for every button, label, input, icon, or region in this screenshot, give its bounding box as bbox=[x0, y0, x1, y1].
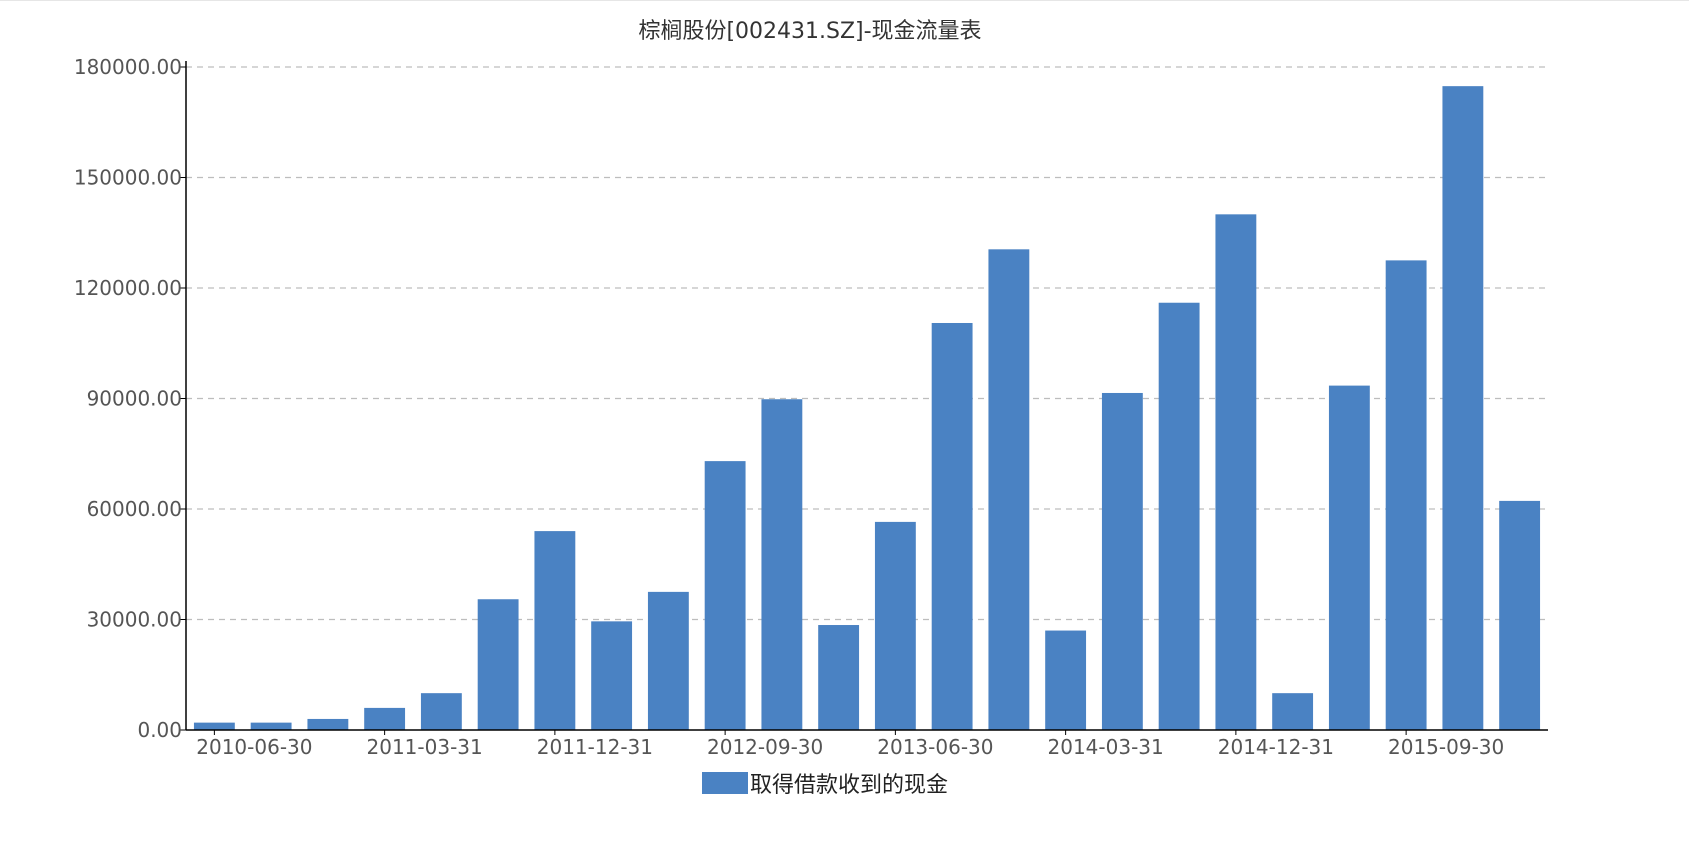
x-tick-labels: 2010-06-30 2011-03-31 2011-12-31 2012-09-30… bbox=[196, 735, 1504, 759]
bar-2015-12-31 bbox=[1442, 86, 1484, 731]
axes bbox=[180, 61, 1548, 735]
bar-2012-09-30 bbox=[704, 461, 746, 730]
bar-2010-09-30 bbox=[250, 722, 292, 730]
y-tick-label: 90000.00 bbox=[87, 387, 182, 411]
x-tick-label: 2015-09-30 bbox=[1388, 735, 1504, 759]
y-tick-label: 0.00 bbox=[137, 718, 182, 742]
bar-2015-03-31 bbox=[1272, 693, 1314, 730]
bar-2010-06-30 bbox=[193, 722, 235, 730]
bar-2015-09-30 bbox=[1385, 260, 1427, 730]
legend: 取得借款收到的现金 bbox=[702, 772, 948, 798]
bar-2011-06-30 bbox=[420, 693, 462, 730]
x-tick-label: 2014-12-31 bbox=[1218, 735, 1334, 759]
x-tick-label: 2014-03-31 bbox=[1048, 735, 1164, 759]
y-tick-labels: 0.00 30000.00 60000.00 90000.00 120000.00 150… bbox=[74, 55, 182, 742]
bar-2013-12-31 bbox=[988, 249, 1030, 730]
bar-2014-03-31 bbox=[1045, 630, 1087, 730]
bar-2012-03-31 bbox=[591, 621, 633, 730]
legend-label: 取得借款收到的现金 bbox=[750, 773, 948, 798]
bar-2016-03-31 bbox=[1499, 500, 1541, 730]
bar-2011-12-31 bbox=[534, 531, 576, 730]
y-tick-label: 150000.00 bbox=[74, 166, 182, 190]
x-tick-label: 2011-12-31 bbox=[537, 735, 653, 759]
x-tick-label: 2013-06-30 bbox=[877, 735, 993, 759]
bar-2010-12-31 bbox=[307, 718, 349, 730]
bar-2014-06-30 bbox=[1101, 392, 1143, 730]
x-tick-label: 2012-09-30 bbox=[707, 735, 823, 759]
chart-title: 棕榈股份[002431.SZ]-现金流量表 bbox=[638, 19, 981, 44]
bars bbox=[193, 86, 1541, 731]
y-tick-label: 180000.00 bbox=[74, 55, 182, 79]
bar-2015-06-30 bbox=[1328, 385, 1370, 730]
gridlines bbox=[186, 66, 1548, 621]
bar-2011-03-31 bbox=[364, 707, 406, 730]
bar-2014-12-31 bbox=[1215, 214, 1257, 731]
top-border bbox=[0, 0, 1689, 1]
bar-2012-12-31 bbox=[761, 399, 803, 730]
x-tick-label: 2011-03-31 bbox=[367, 735, 483, 759]
legend-swatch bbox=[702, 772, 748, 794]
y-tick-label: 60000.00 bbox=[87, 497, 182, 521]
bar-2012-06-30 bbox=[647, 591, 689, 730]
y-tick-label: 30000.00 bbox=[87, 608, 182, 632]
bar-2011-09-30 bbox=[477, 599, 519, 730]
bar-2013-09-30 bbox=[931, 322, 973, 730]
y-tick-label: 120000.00 bbox=[74, 276, 182, 300]
x-tick-label: 2010-06-30 bbox=[196, 735, 312, 759]
bar-2014-09-30 bbox=[1158, 302, 1200, 730]
bar-2013-03-31 bbox=[818, 625, 860, 730]
bar-2013-06-30 bbox=[874, 521, 916, 730]
